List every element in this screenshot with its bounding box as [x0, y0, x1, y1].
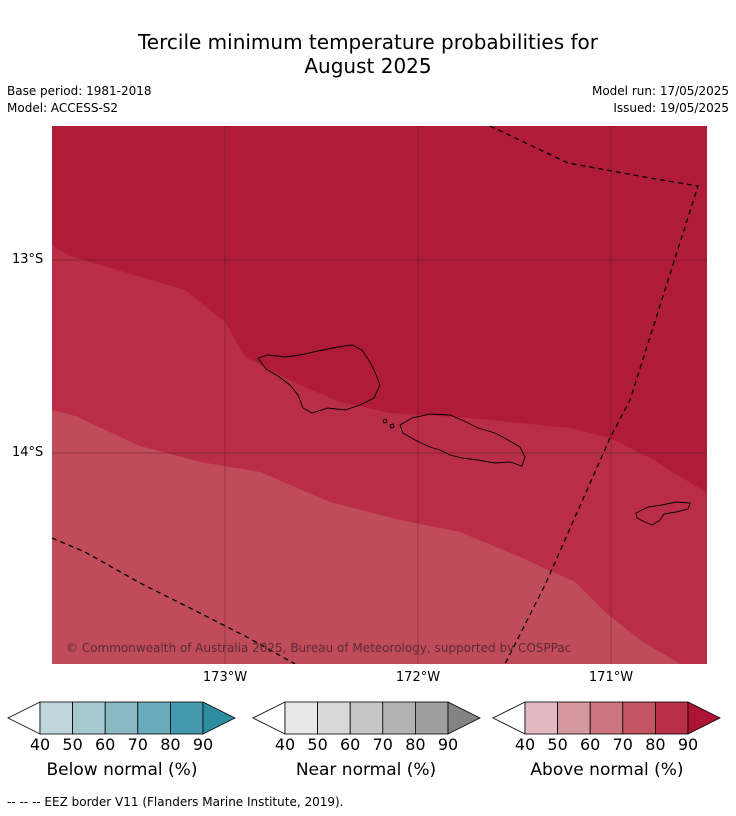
graticule: [52, 126, 707, 664]
lon-label-171w: 171°W: [588, 670, 634, 685]
coastlines: [257, 344, 691, 526]
lon-label-173w: 173°W: [202, 670, 248, 685]
colorbar-tick-label: 70: [127, 735, 148, 754]
title-line-1: Tercile minimum temperature probabilitie…: [137, 30, 599, 54]
colorbar-cell: [557, 701, 591, 735]
colorbar-title-below: Below normal (%): [46, 760, 198, 780]
colorbar-extend-low: [252, 701, 286, 735]
model-run: Model run: 17/05/2025: [591, 84, 729, 98]
colorbar-below-normal: [7, 701, 236, 735]
manono-island: [382, 418, 388, 424]
colorbar-cell: [414, 701, 449, 735]
meta-right: Model run: 17/05/2025 Issued: 19/05/2025: [592, 83, 729, 117]
upolu-island: [399, 413, 526, 467]
eez-border: [52, 126, 699, 664]
colorbar-cell: [137, 701, 171, 735]
tutuila-island: [635, 501, 691, 526]
colorbar-cell: [72, 701, 106, 735]
colorbar-tick-label: 70: [372, 735, 393, 754]
colorbar-extend-low: [492, 701, 526, 735]
colorbar-tick-label: 90: [677, 735, 699, 754]
colorbar-tick-label: 50: [547, 735, 568, 754]
prob-zone-above-70: [52, 410, 680, 664]
colorbar-cell: [349, 701, 384, 735]
issued-date: Issued: 19/05/2025: [613, 101, 729, 115]
colorbar-tick-label: 70: [612, 735, 633, 754]
colorbar-tick-label: 50: [307, 735, 328, 754]
meta-left: Base period: 1981-2018 Model: ACCESS-S2: [7, 83, 152, 117]
colorbar-tick-label: 50: [62, 735, 83, 754]
colorbar-cell: [169, 701, 204, 735]
colorbar-cell: [589, 701, 624, 735]
colorbar-tick-label: 90: [192, 735, 214, 754]
copyright-notice: © Commonwealth of Australia 2025, Bureau…: [66, 641, 572, 655]
colorbar-cell: [524, 701, 558, 735]
lat-label-14s: 14°S: [12, 445, 44, 460]
colorbar-cell: [104, 701, 139, 735]
savaii-island: [257, 344, 381, 414]
colorbar-cell: [382, 701, 416, 735]
colorbar-title-near: Near normal (%): [295, 760, 437, 780]
apolima-island: [389, 423, 395, 429]
map-canvas: [52, 126, 707, 664]
title-line-2: August 2025: [304, 54, 432, 78]
colorbar-tick-label: 80: [405, 735, 426, 754]
colorbar-tick-label: 40: [274, 735, 296, 754]
model-name: Model: ACCESS-S2: [7, 101, 119, 115]
lon-label-172w: 172°W: [395, 670, 441, 685]
base-period: Base period: 1981-2018: [7, 84, 152, 98]
colorbar-above-normal: [492, 701, 721, 735]
map-title: Tercile minimum temperature probabilitie…: [0, 30, 736, 78]
colorbar-cell: [39, 701, 73, 735]
colorbar-extend-high: [447, 701, 481, 735]
colorbar-cell: [317, 701, 351, 735]
colorbar-tick-label: 60: [95, 735, 116, 754]
colorbar-cell: [284, 701, 318, 735]
eez-footnote: -- -- -- EEZ border V11 (Flanders Marine…: [7, 795, 344, 809]
colorbar-tick-label: 60: [340, 735, 361, 754]
eez-border-north: [489, 126, 699, 664]
colorbar-tick-label: 80: [645, 735, 666, 754]
eez-border-south: [52, 537, 296, 664]
colorbar-near-normal: [252, 701, 481, 735]
colorbar-tick-label: 90: [437, 735, 459, 754]
lat-label-13s: 13°S: [12, 252, 44, 267]
colorbar-tick-label: 80: [160, 735, 181, 754]
colorbars-canvas: [7, 701, 721, 735]
colorbar-tick-label: 40: [514, 735, 536, 754]
colorbar-cell: [622, 701, 656, 735]
colorbar-extend-high: [202, 701, 236, 735]
colorbar-tick-label: 40: [29, 735, 51, 754]
colorbar-tick-label: 60: [580, 735, 601, 754]
colorbar-cell: [655, 701, 689, 735]
colorbar-extend-high: [687, 701, 721, 735]
colorbar-title-above: Above normal (%): [530, 760, 684, 780]
colorbar-extend-low: [7, 701, 41, 735]
